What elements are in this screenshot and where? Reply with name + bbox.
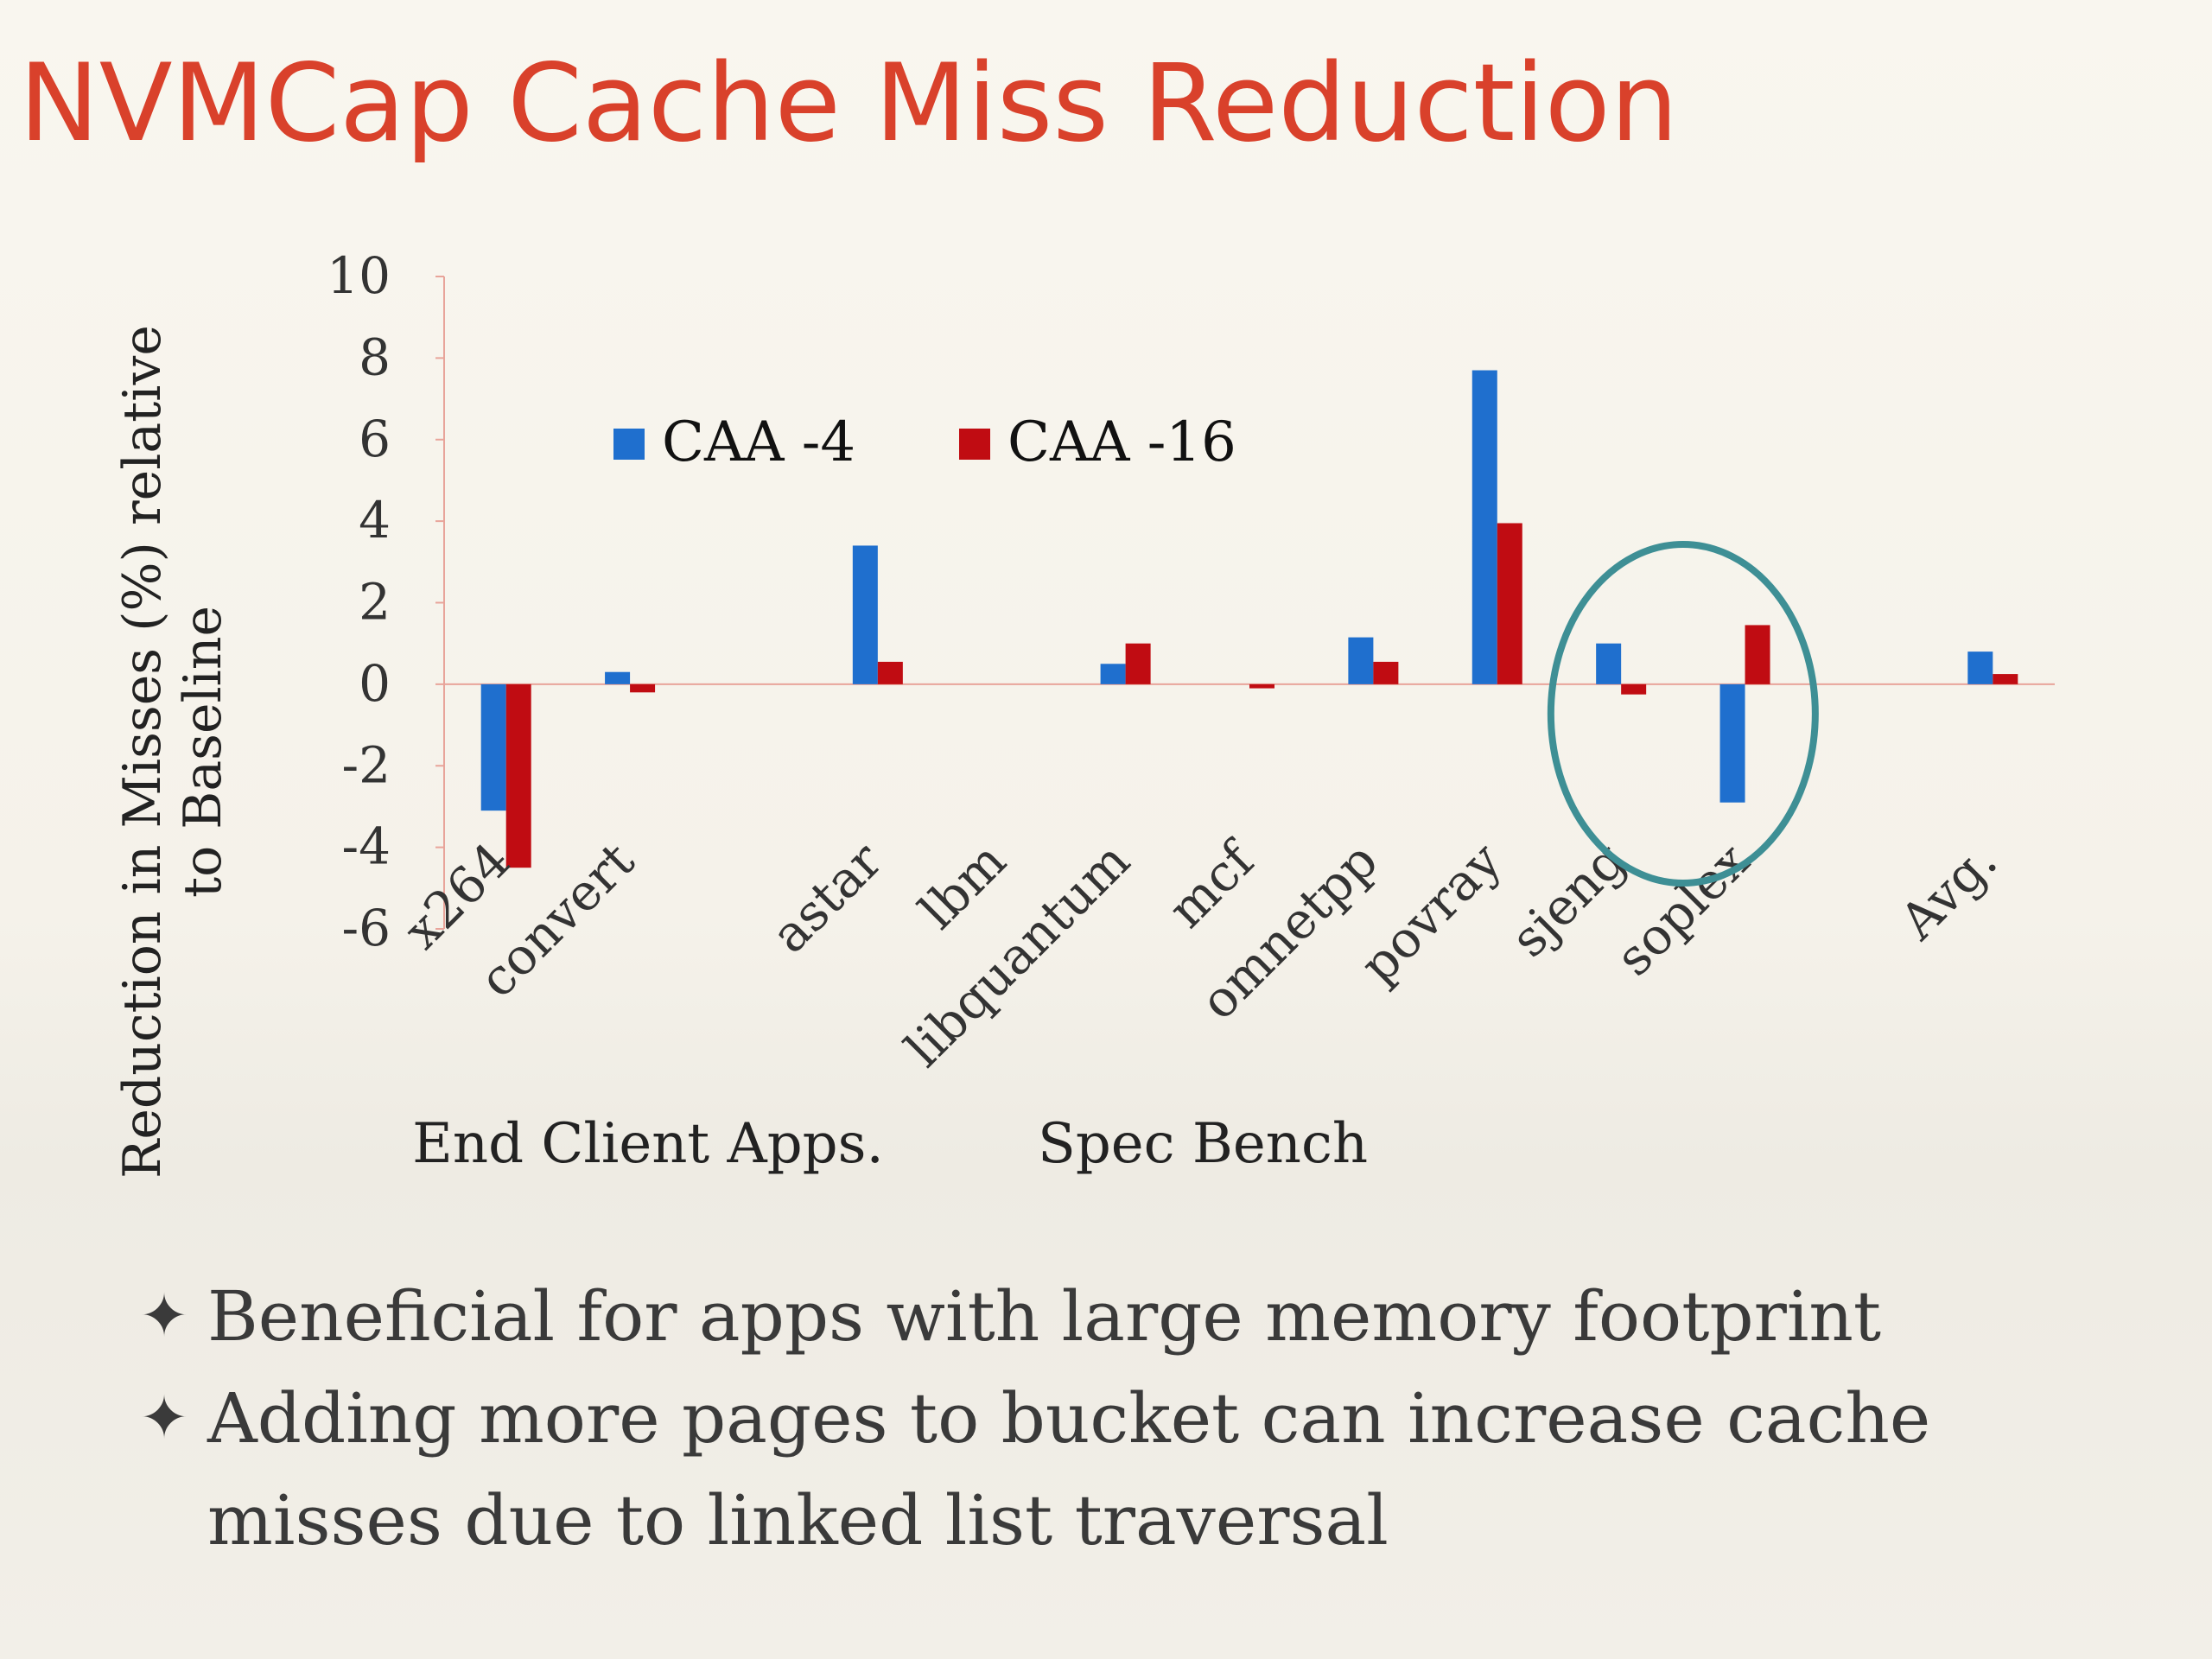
bar-caa16-omnetpp <box>1373 661 1399 684</box>
y-tick-label: 8 <box>359 327 391 386</box>
y-tick-label: 2 <box>359 573 391 632</box>
bar-caa4-soplex <box>1719 683 1745 803</box>
y-tick-label: -6 <box>342 899 391 957</box>
bar-caa16-libquantum <box>1125 643 1151 684</box>
group-label: End Client Apps. <box>412 1112 884 1176</box>
y-axis-title: Reduction in Misses (%) relative <box>112 325 173 1179</box>
bar-caa4-convert <box>605 671 631 684</box>
bar-caa16-mcf <box>1249 683 1274 689</box>
bar-caa16-avg <box>1993 674 2018 684</box>
y-tick-label: 0 <box>359 654 391 713</box>
bar-caa4-x264 <box>480 683 506 811</box>
y-tick-label: -2 <box>342 735 391 794</box>
y-axis-title: to Baseline <box>173 606 233 898</box>
y-tick-label: 10 <box>327 246 391 305</box>
legend-label: CAA -16 <box>1007 410 1236 474</box>
bar-caa16-astar <box>877 661 903 684</box>
bar-caa4-povray <box>1471 370 1497 684</box>
bullet-item: ✦ Adding more pages to bucket can increa… <box>130 1368 2152 1572</box>
bar-caa16-soplex <box>1745 625 1770 684</box>
x-category-label: mcf <box>1157 829 1268 939</box>
slide-title: NVMCap Cache Miss Reduction <box>19 41 1679 166</box>
x-category-label: libquantum <box>894 831 1141 1078</box>
four-pointed-star-icon: ✦ <box>139 1384 189 1452</box>
bullet-text: Beneficial for apps with large memory fo… <box>207 1276 1882 1357</box>
group-label: Spec Bench <box>1038 1112 1368 1176</box>
bar-caa4-omnetpp <box>1348 637 1374 684</box>
legend-swatch <box>959 429 990 460</box>
x-category-label: soplex <box>1605 831 1761 988</box>
bar-caa16-convert <box>630 683 656 693</box>
bar-caa4-astar <box>852 545 878 684</box>
bar-caa16-x264 <box>505 683 531 868</box>
legend-swatch <box>613 429 645 460</box>
bar-caa16-sjeng <box>1621 683 1647 695</box>
four-pointed-star-icon: ✦ <box>139 1282 189 1351</box>
bar-caa4-avg <box>1967 652 1993 684</box>
bar-caa4-sjeng <box>1596 643 1622 684</box>
x-category-label: povray <box>1349 831 1513 995</box>
y-tick-label: 4 <box>359 491 391 550</box>
y-tick-label: 6 <box>359 410 391 468</box>
y-tick-label: -4 <box>342 817 391 876</box>
bullet-text: Adding more pages to bucket can increase… <box>207 1378 1931 1560</box>
x-category-label: lbm <box>908 831 1017 940</box>
bullet-item: ✦ Beneficial for apps with large memory … <box>130 1266 2152 1368</box>
x-category-label: astar <box>760 831 893 964</box>
bar-caa4-libquantum <box>1100 664 1126 684</box>
legend-label: CAA -4 <box>662 410 855 474</box>
bar-caa16-povray <box>1497 523 1522 684</box>
bullet-list: ✦ Beneficial for apps with large memory … <box>140 1266 2152 1572</box>
highlight-ellipse <box>1547 541 1819 887</box>
x-category-label: Avg. <box>1888 831 2008 951</box>
